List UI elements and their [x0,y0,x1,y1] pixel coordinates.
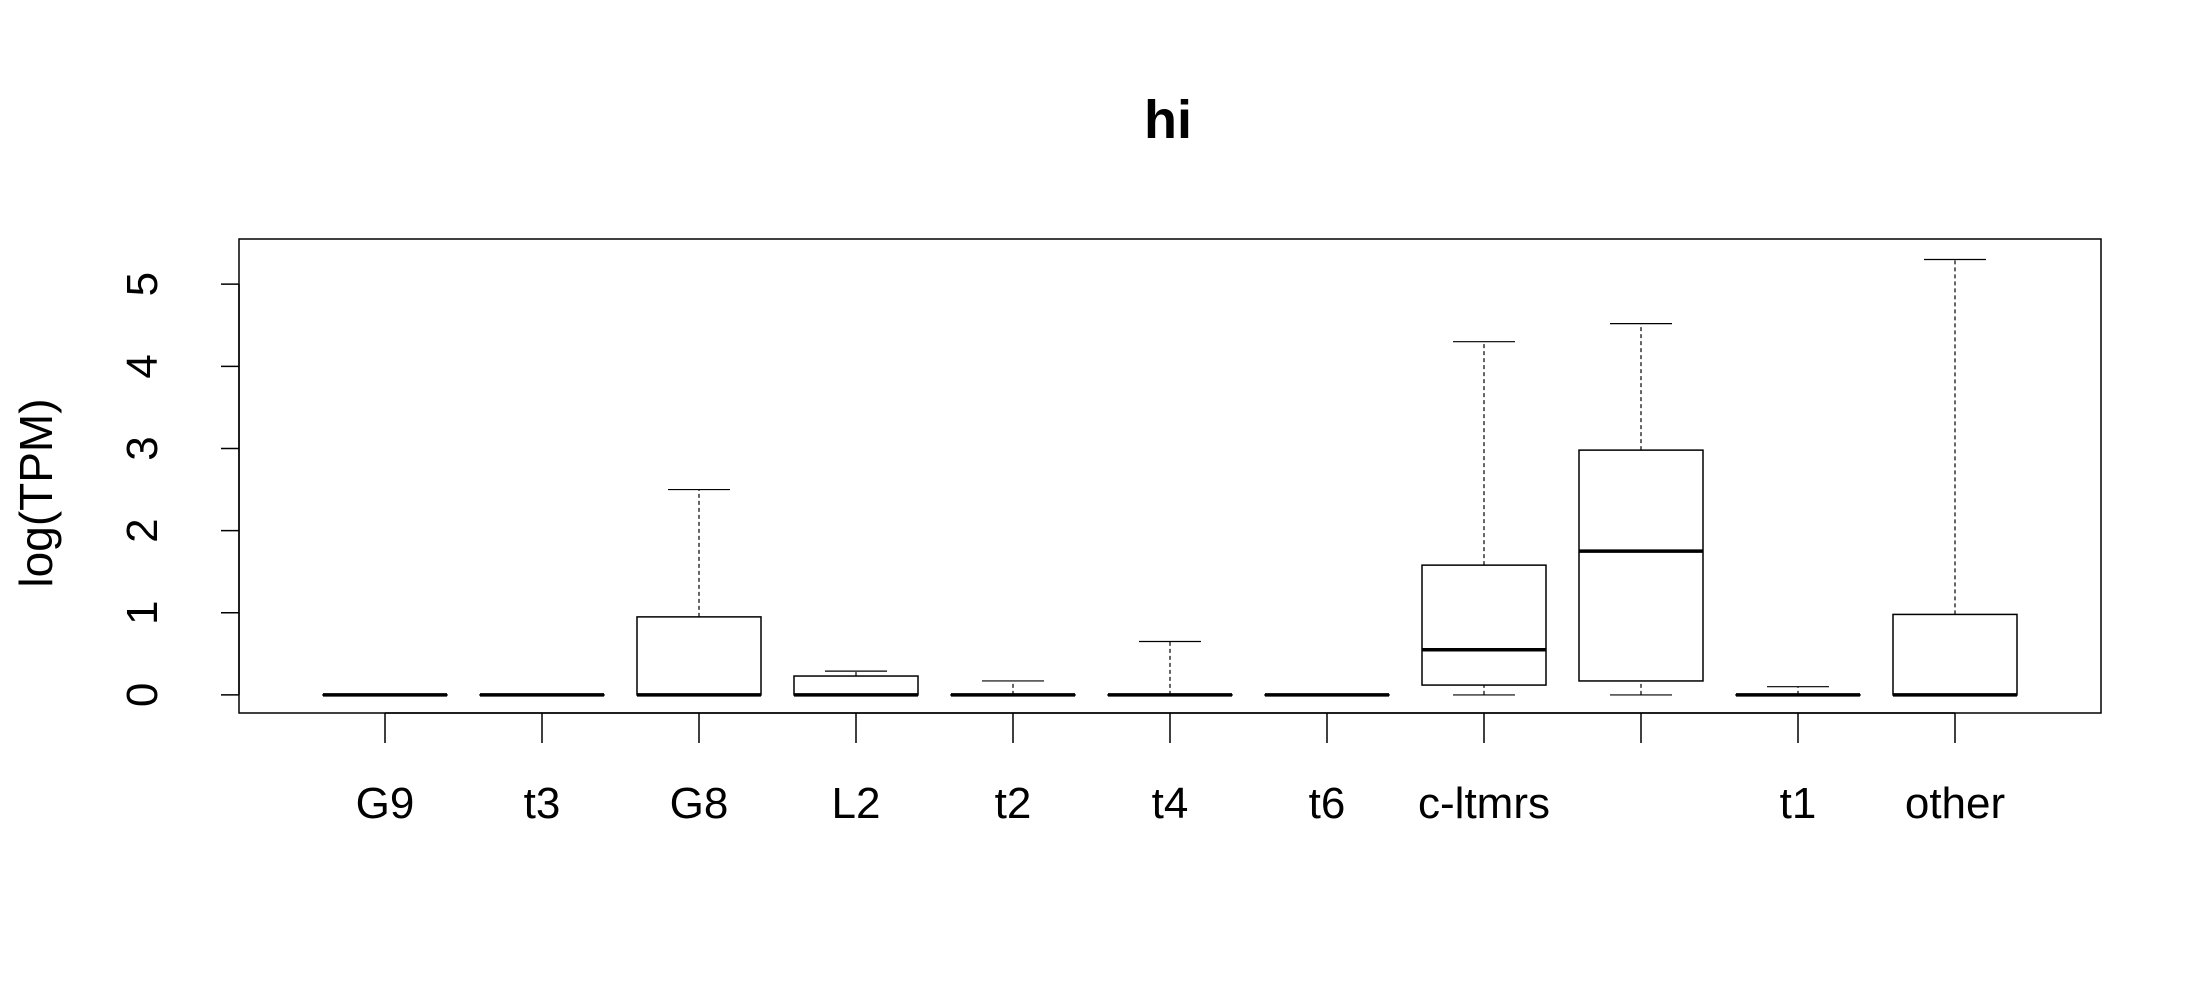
y-axis-label: log(TPM) [10,398,62,587]
y-axis: 0 1 2 3 4 5 [118,272,240,707]
box-group [1735,686,1861,697]
box-iqr [636,616,762,696]
box-iqr [793,675,919,696]
box-iqr [1578,449,1704,682]
box-iqr [1892,613,2018,696]
x-tick-label: t1 [1780,779,1817,828]
x-tick-label: t2 [995,779,1032,828]
box-group [1107,640,1233,697]
box-group [1421,341,1547,696]
x-axis: G9 t3 G8 L2 t2 t4 t6 c-ltmrs t1 other [356,712,2005,828]
x-tick-label: L2 [832,779,881,828]
box-group [1892,258,2018,697]
x-tick-label: t4 [1152,779,1189,828]
x-tick-label: G8 [670,779,729,828]
x-tick-label: c-ltmrs [1418,779,1550,828]
chart-title: hi [1144,90,1192,150]
boxes-group [322,258,2018,697]
x-tick-label: G9 [356,779,415,828]
box-group [793,670,919,697]
y-tick-label: 3 [118,436,167,460]
y-tick-label: 5 [118,272,167,296]
box-group [950,680,1076,697]
x-tick-label: t3 [524,779,561,828]
box-group [636,488,762,697]
x-tick-label: other [1905,779,2005,828]
y-tick-label: 2 [118,518,167,542]
y-tick-label: 4 [118,354,167,378]
y-tick-label: 0 [118,683,167,707]
x-tick-label: t6 [1309,779,1346,828]
y-tick-label: 1 [118,601,167,625]
box-group [1578,323,1704,696]
box-iqr [1421,564,1547,686]
